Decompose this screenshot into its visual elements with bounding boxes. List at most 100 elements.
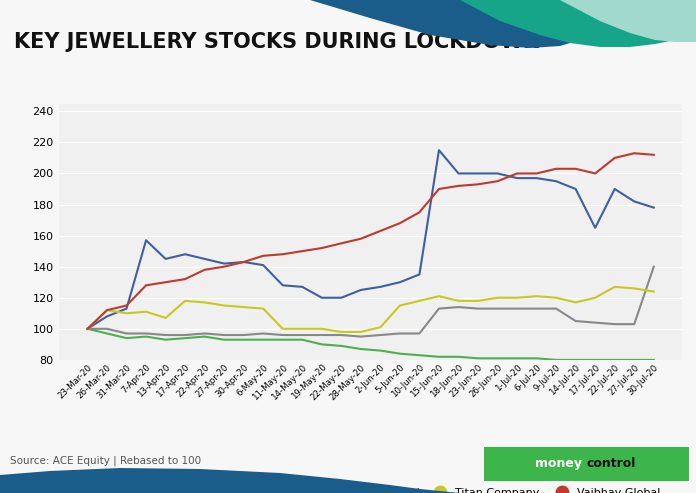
- PC Jeweller: [337, 295, 345, 301]
- Renaissance Global: [649, 264, 658, 270]
- Polygon shape: [560, 0, 696, 42]
- PC Jeweller: [513, 175, 521, 181]
- PC Jeweller: [630, 199, 638, 205]
- Titan Company.: [396, 303, 404, 309]
- Titan Company.: [377, 324, 385, 330]
- Line: PC Jeweller: PC Jeweller: [88, 150, 654, 329]
- Rajesh Exports: [259, 337, 267, 343]
- Titan Company.: [649, 288, 658, 294]
- Renaissance Global: [103, 326, 111, 332]
- Vaibhav Global: [220, 264, 228, 270]
- Titan Company.: [200, 299, 209, 305]
- Rajesh Exports: [435, 354, 443, 360]
- PC Jeweller: [416, 272, 424, 278]
- Titan Company.: [552, 295, 560, 301]
- Renaissance Global: [356, 334, 365, 340]
- PC Jeweller: [220, 261, 228, 267]
- Rajesh Exports: [278, 337, 287, 343]
- Titan Company.: [513, 295, 521, 301]
- PC Jeweller: [610, 186, 619, 192]
- Titan Company.: [142, 309, 150, 315]
- Vaibhav Global: [377, 228, 385, 234]
- Text: money: money: [535, 458, 583, 470]
- Rajesh Exports: [649, 357, 658, 363]
- Titan Company.: [181, 298, 189, 304]
- Rajesh Exports: [416, 352, 424, 358]
- Vaibhav Global: [161, 279, 170, 285]
- Rajesh Exports: [122, 335, 131, 341]
- Renaissance Global: [513, 306, 521, 312]
- Vaibhav Global: [435, 186, 443, 192]
- Rajesh Exports: [337, 343, 345, 349]
- Titan Company.: [454, 298, 463, 304]
- Vaibhav Global: [122, 303, 131, 309]
- Renaissance Global: [552, 306, 560, 312]
- PC Jeweller: [142, 237, 150, 243]
- Rajesh Exports: [513, 355, 521, 361]
- Vaibhav Global: [630, 150, 638, 156]
- Renaissance Global: [493, 306, 502, 312]
- PC Jeweller: [298, 284, 306, 290]
- PC Jeweller: [239, 259, 248, 265]
- Vaibhav Global: [454, 183, 463, 189]
- PC Jeweller: [571, 186, 580, 192]
- Renaissance Global: [200, 330, 209, 336]
- Rajesh Exports: [610, 357, 619, 363]
- Renaissance Global: [610, 321, 619, 327]
- Titan Company.: [103, 307, 111, 313]
- Renaissance Global: [298, 332, 306, 338]
- Renaissance Global: [142, 330, 150, 336]
- Text: control: control: [586, 458, 635, 470]
- Titan Company.: [493, 295, 502, 301]
- PC Jeweller: [454, 171, 463, 176]
- Renaissance Global: [591, 319, 599, 325]
- Vaibhav Global: [181, 276, 189, 282]
- PC Jeweller: [435, 147, 443, 153]
- Renaissance Global: [161, 332, 170, 338]
- Rajesh Exports: [571, 357, 580, 363]
- Renaissance Global: [337, 332, 345, 338]
- Rajesh Exports: [630, 357, 638, 363]
- Vaibhav Global: [84, 326, 92, 332]
- Rajesh Exports: [552, 357, 560, 363]
- PC Jeweller: [200, 256, 209, 262]
- PC Jeweller: [161, 256, 170, 262]
- Rajesh Exports: [84, 326, 92, 332]
- Vaibhav Global: [259, 253, 267, 259]
- Polygon shape: [310, 0, 696, 48]
- PC Jeweller: [552, 178, 560, 184]
- Rajesh Exports: [396, 351, 404, 356]
- Renaissance Global: [259, 330, 267, 336]
- PC Jeweller: [649, 205, 658, 211]
- Vaibhav Global: [142, 282, 150, 288]
- Titan Company.: [532, 293, 541, 299]
- PC Jeweller: [317, 295, 326, 301]
- PC Jeweller: [181, 251, 189, 257]
- Rajesh Exports: [220, 337, 228, 343]
- PC Jeweller: [259, 262, 267, 268]
- Rajesh Exports: [142, 334, 150, 340]
- Polygon shape: [460, 0, 696, 47]
- Titan Company.: [591, 295, 599, 301]
- Titan Company.: [356, 329, 365, 335]
- Legend: PC Jeweller, Rajesh Exports, Renaissance Global, Titan Company., Vaibhav Global: PC Jeweller, Rajesh Exports, Renaissance…: [65, 483, 665, 493]
- Renaissance Global: [454, 304, 463, 310]
- Text: Source: ACE Equity | Rebased to 100: Source: ACE Equity | Rebased to 100: [10, 456, 202, 466]
- Renaissance Global: [84, 326, 92, 332]
- PC Jeweller: [122, 306, 131, 312]
- Renaissance Global: [377, 332, 385, 338]
- Renaissance Global: [278, 332, 287, 338]
- Titan Company.: [220, 303, 228, 309]
- Titan Company.: [122, 310, 131, 316]
- PC Jeweller: [377, 284, 385, 290]
- Rajesh Exports: [474, 355, 482, 361]
- Titan Company.: [278, 326, 287, 332]
- Line: Titan Company.: Titan Company.: [88, 287, 654, 332]
- Titan Company.: [337, 329, 345, 335]
- Rajesh Exports: [493, 355, 502, 361]
- FancyBboxPatch shape: [484, 447, 689, 481]
- Rajesh Exports: [200, 334, 209, 340]
- Line: Renaissance Global: Renaissance Global: [88, 267, 654, 337]
- Vaibhav Global: [552, 166, 560, 172]
- Rajesh Exports: [356, 346, 365, 352]
